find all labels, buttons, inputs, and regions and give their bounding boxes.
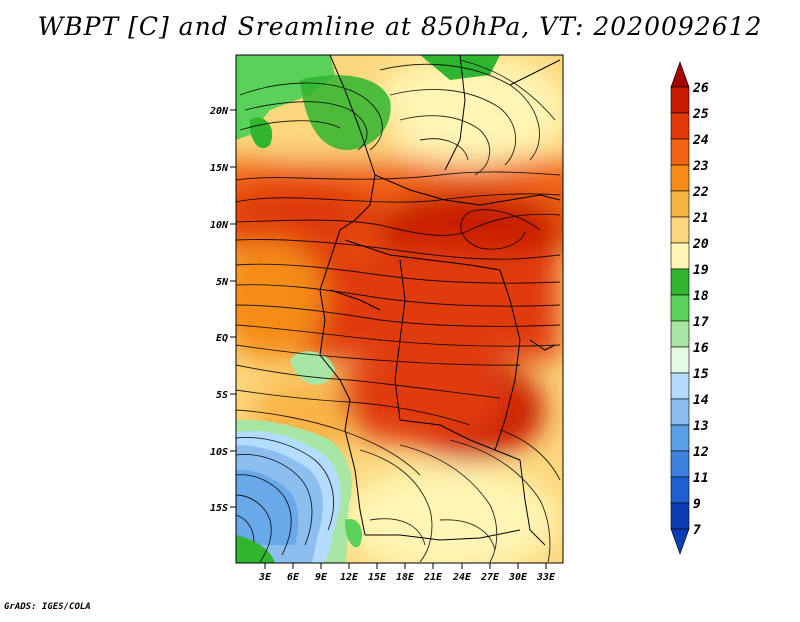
colorbar-segment [670,216,690,244]
colorbar-level-label: 11 [693,471,709,486]
colorbar-segment [670,268,690,296]
lat-label: 15N [210,163,229,174]
colorbar-level-label: 23 [692,159,709,174]
colorbar-top-arrow [670,61,690,88]
colorbar-level-label: 25 [692,107,709,122]
lat-label: 15S [210,503,228,514]
lat-label: 10N [210,220,229,231]
latitude-axis: 20N 15N 10N 5N EQ 5S 10S 15S [209,106,236,514]
colorbar-segment [670,164,690,192]
colorbar-level-label: 20 [692,237,709,252]
lon-label: 30E [508,572,528,583]
lat-label: 10S [210,447,228,458]
colorbar-level-label: 7 [693,523,701,538]
temperature-field [236,55,563,563]
lon-label: 3E [258,572,272,583]
colorbar-segment [670,398,690,426]
lon-label: 24E [452,572,472,583]
colorbar-segment [670,138,690,166]
colorbar-segment [670,112,690,140]
lon-label: 15E [368,572,387,583]
lon-label: 27E [480,572,500,583]
colorbar-bottom-arrow [670,528,690,555]
lat-label: 5N [216,277,229,288]
longitude-axis: 3E 6E 9E 12E 15E 18E 21E 24E 27E 30E 33E [258,563,556,583]
colorbar-segment [670,86,690,114]
colorbar-segment [670,190,690,218]
country-boundaries [319,55,561,546]
colorbar-level-label: 18 [693,289,709,304]
lon-label: 6E [287,572,300,583]
lat-label: 20N [209,106,229,117]
colorbar-level-label: 12 [693,445,709,460]
colorbar-level-label: 21 [692,211,709,226]
colorbar-segment [670,294,690,322]
colorbar-level-label: 26 [692,81,709,96]
streamlines [236,59,561,563]
colorbar-segment [670,242,690,270]
colorbar-level-label: 13 [693,419,709,434]
map-title: WBPT [C] and Sreamline at 850hPa, VT: 20… [37,12,763,41]
colorbar-level-label: 9 [693,497,701,512]
lon-label: 9E [315,572,328,583]
colorbar-segment [670,346,690,374]
colorbar-level-label: 14 [693,393,709,408]
colorbar-segment [670,450,690,478]
lat-label: 5S [216,390,228,401]
colorbar: 26 25 24 23 22 21 20 19 18 17 16 15 14 13 12 11 9 7 [670,61,709,555]
colorbar-level-label: 19 [693,263,709,278]
lon-label: 18E [396,572,415,583]
colorbar-segment [670,502,690,530]
colorbar-segment [670,320,690,348]
colorbar-level-label: 15 [693,367,709,382]
lat-label: EQ [216,333,228,344]
map-frame [235,54,564,564]
credit-label: GrADS: IGES/COLA [4,602,91,612]
colorbar-segment [670,372,690,400]
lon-label: 21E [423,572,443,583]
lon-label: 12E [340,572,359,583]
colorbar-level-label: 16 [693,341,709,356]
colorbar-segment [670,476,690,504]
colorbar-level-label: 24 [692,133,709,148]
lon-label: 33E [536,572,556,583]
colorbar-level-label: 17 [693,315,709,330]
colorbar-level-label: 22 [692,185,709,200]
colorbar-segment [670,424,690,452]
